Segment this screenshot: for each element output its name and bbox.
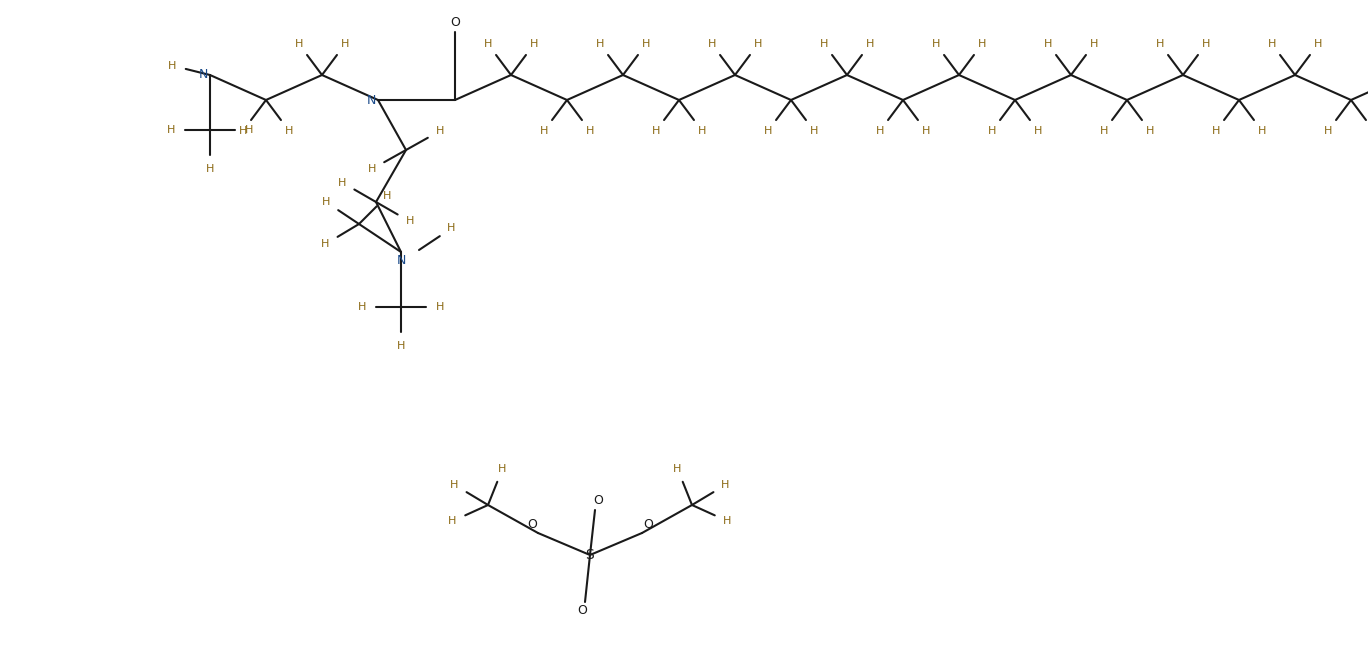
- Text: H: H: [1259, 126, 1267, 136]
- Text: H: H: [245, 125, 253, 135]
- Text: H: H: [285, 126, 294, 136]
- Text: H: H: [819, 38, 828, 49]
- Text: H: H: [1146, 126, 1155, 136]
- Text: H: H: [167, 125, 175, 135]
- Text: H: H: [595, 38, 603, 49]
- Text: H: H: [531, 38, 539, 49]
- Text: H: H: [876, 126, 884, 136]
- Text: H: H: [447, 224, 456, 233]
- Text: N: N: [397, 254, 406, 267]
- Text: H: H: [988, 126, 996, 136]
- Text: H: H: [358, 302, 367, 312]
- Text: H: H: [1315, 38, 1323, 49]
- Text: H: H: [754, 38, 762, 49]
- Text: O: O: [577, 604, 587, 617]
- Text: H: H: [450, 480, 458, 490]
- Text: H: H: [1212, 126, 1220, 136]
- Text: H: H: [238, 126, 246, 136]
- Text: H: H: [763, 126, 772, 136]
- Text: N: N: [198, 68, 208, 82]
- Text: H: H: [866, 38, 874, 49]
- Text: H: H: [397, 341, 405, 351]
- Text: H: H: [707, 38, 715, 49]
- Text: O: O: [450, 16, 460, 29]
- Text: O: O: [643, 518, 653, 531]
- Text: H: H: [1044, 38, 1052, 49]
- Text: H: H: [978, 38, 986, 49]
- Text: H: H: [405, 216, 415, 226]
- Text: H: H: [1100, 126, 1108, 136]
- Text: H: H: [321, 239, 330, 249]
- Text: H: H: [368, 164, 376, 174]
- Text: H: H: [1156, 38, 1164, 49]
- Text: H: H: [168, 61, 176, 70]
- Text: H: H: [932, 38, 940, 49]
- Text: H: H: [1202, 38, 1211, 49]
- Text: H: H: [498, 464, 506, 474]
- Text: S: S: [586, 548, 594, 562]
- Text: H: H: [483, 38, 492, 49]
- Text: O: O: [594, 494, 603, 507]
- Text: H: H: [698, 126, 706, 136]
- Text: H: H: [436, 302, 445, 312]
- Text: H: H: [539, 126, 547, 136]
- Text: H: H: [323, 198, 331, 207]
- Text: H: H: [338, 177, 346, 188]
- Text: H: H: [586, 126, 595, 136]
- Text: O: O: [527, 518, 536, 531]
- Text: H: H: [922, 126, 930, 136]
- Text: H: H: [673, 464, 681, 474]
- Text: H: H: [341, 38, 349, 49]
- Text: H: H: [1268, 38, 1276, 49]
- Text: H: H: [383, 192, 391, 201]
- Text: H: H: [449, 516, 457, 526]
- Text: H: H: [651, 126, 659, 136]
- Text: H: H: [205, 164, 215, 174]
- Text: H: H: [436, 126, 445, 136]
- Text: H: H: [294, 38, 302, 49]
- Text: H: H: [810, 126, 818, 136]
- Text: N: N: [367, 93, 376, 106]
- Text: H: H: [1034, 126, 1042, 136]
- Text: H: H: [1090, 38, 1099, 49]
- Text: H: H: [642, 38, 651, 49]
- Text: H: H: [721, 480, 729, 490]
- Text: H: H: [724, 516, 732, 526]
- Text: H: H: [1323, 126, 1332, 136]
